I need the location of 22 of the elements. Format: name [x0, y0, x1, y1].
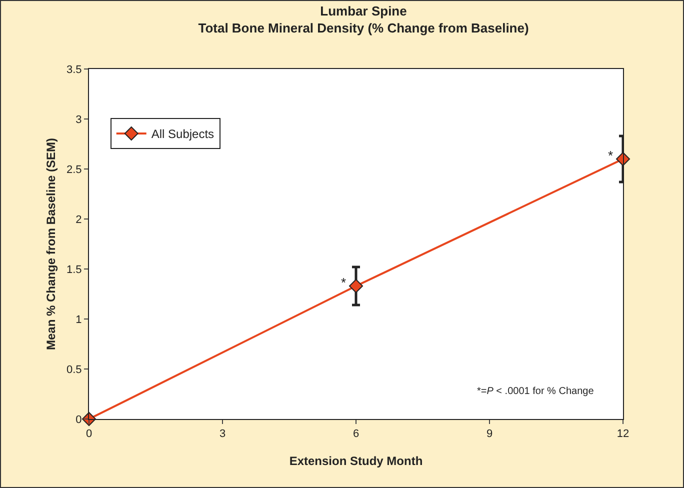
y-tick-label: 2: [76, 214, 82, 226]
x-tick-label: 3: [219, 428, 226, 440]
x-tick-label: 6: [352, 428, 360, 440]
chart-subtitle: Total Bone Mineral Density (% Change from Baseline): [198, 20, 529, 36]
y-tick-label: 1.5: [66, 264, 82, 276]
annotation: *: [341, 275, 346, 290]
y-tick-label: 0.5: [66, 364, 82, 376]
x-tick-label: 9: [486, 428, 493, 440]
y-tick-label: 1: [76, 314, 82, 326]
y-tick-label: 0: [76, 414, 82, 426]
x-axis-title: Extension Study Month: [289, 454, 423, 468]
x-tick-label: 0: [86, 428, 92, 440]
y-tick-label: 3.5: [66, 64, 82, 76]
y-tick-label: 2.5: [66, 164, 82, 176]
x-tick-label: 12: [616, 428, 630, 440]
y-tick-label: 3: [76, 114, 82, 126]
y-axis-title: Mean % Change from Baseline (SEM): [44, 138, 58, 350]
annotation: *=P < .0001 for % Change: [477, 386, 594, 397]
chart-title: Lumbar Spine: [320, 4, 407, 19]
legend-label: All Subjects: [151, 127, 214, 142]
annotation: *: [608, 148, 614, 163]
point: [349, 279, 363, 293]
